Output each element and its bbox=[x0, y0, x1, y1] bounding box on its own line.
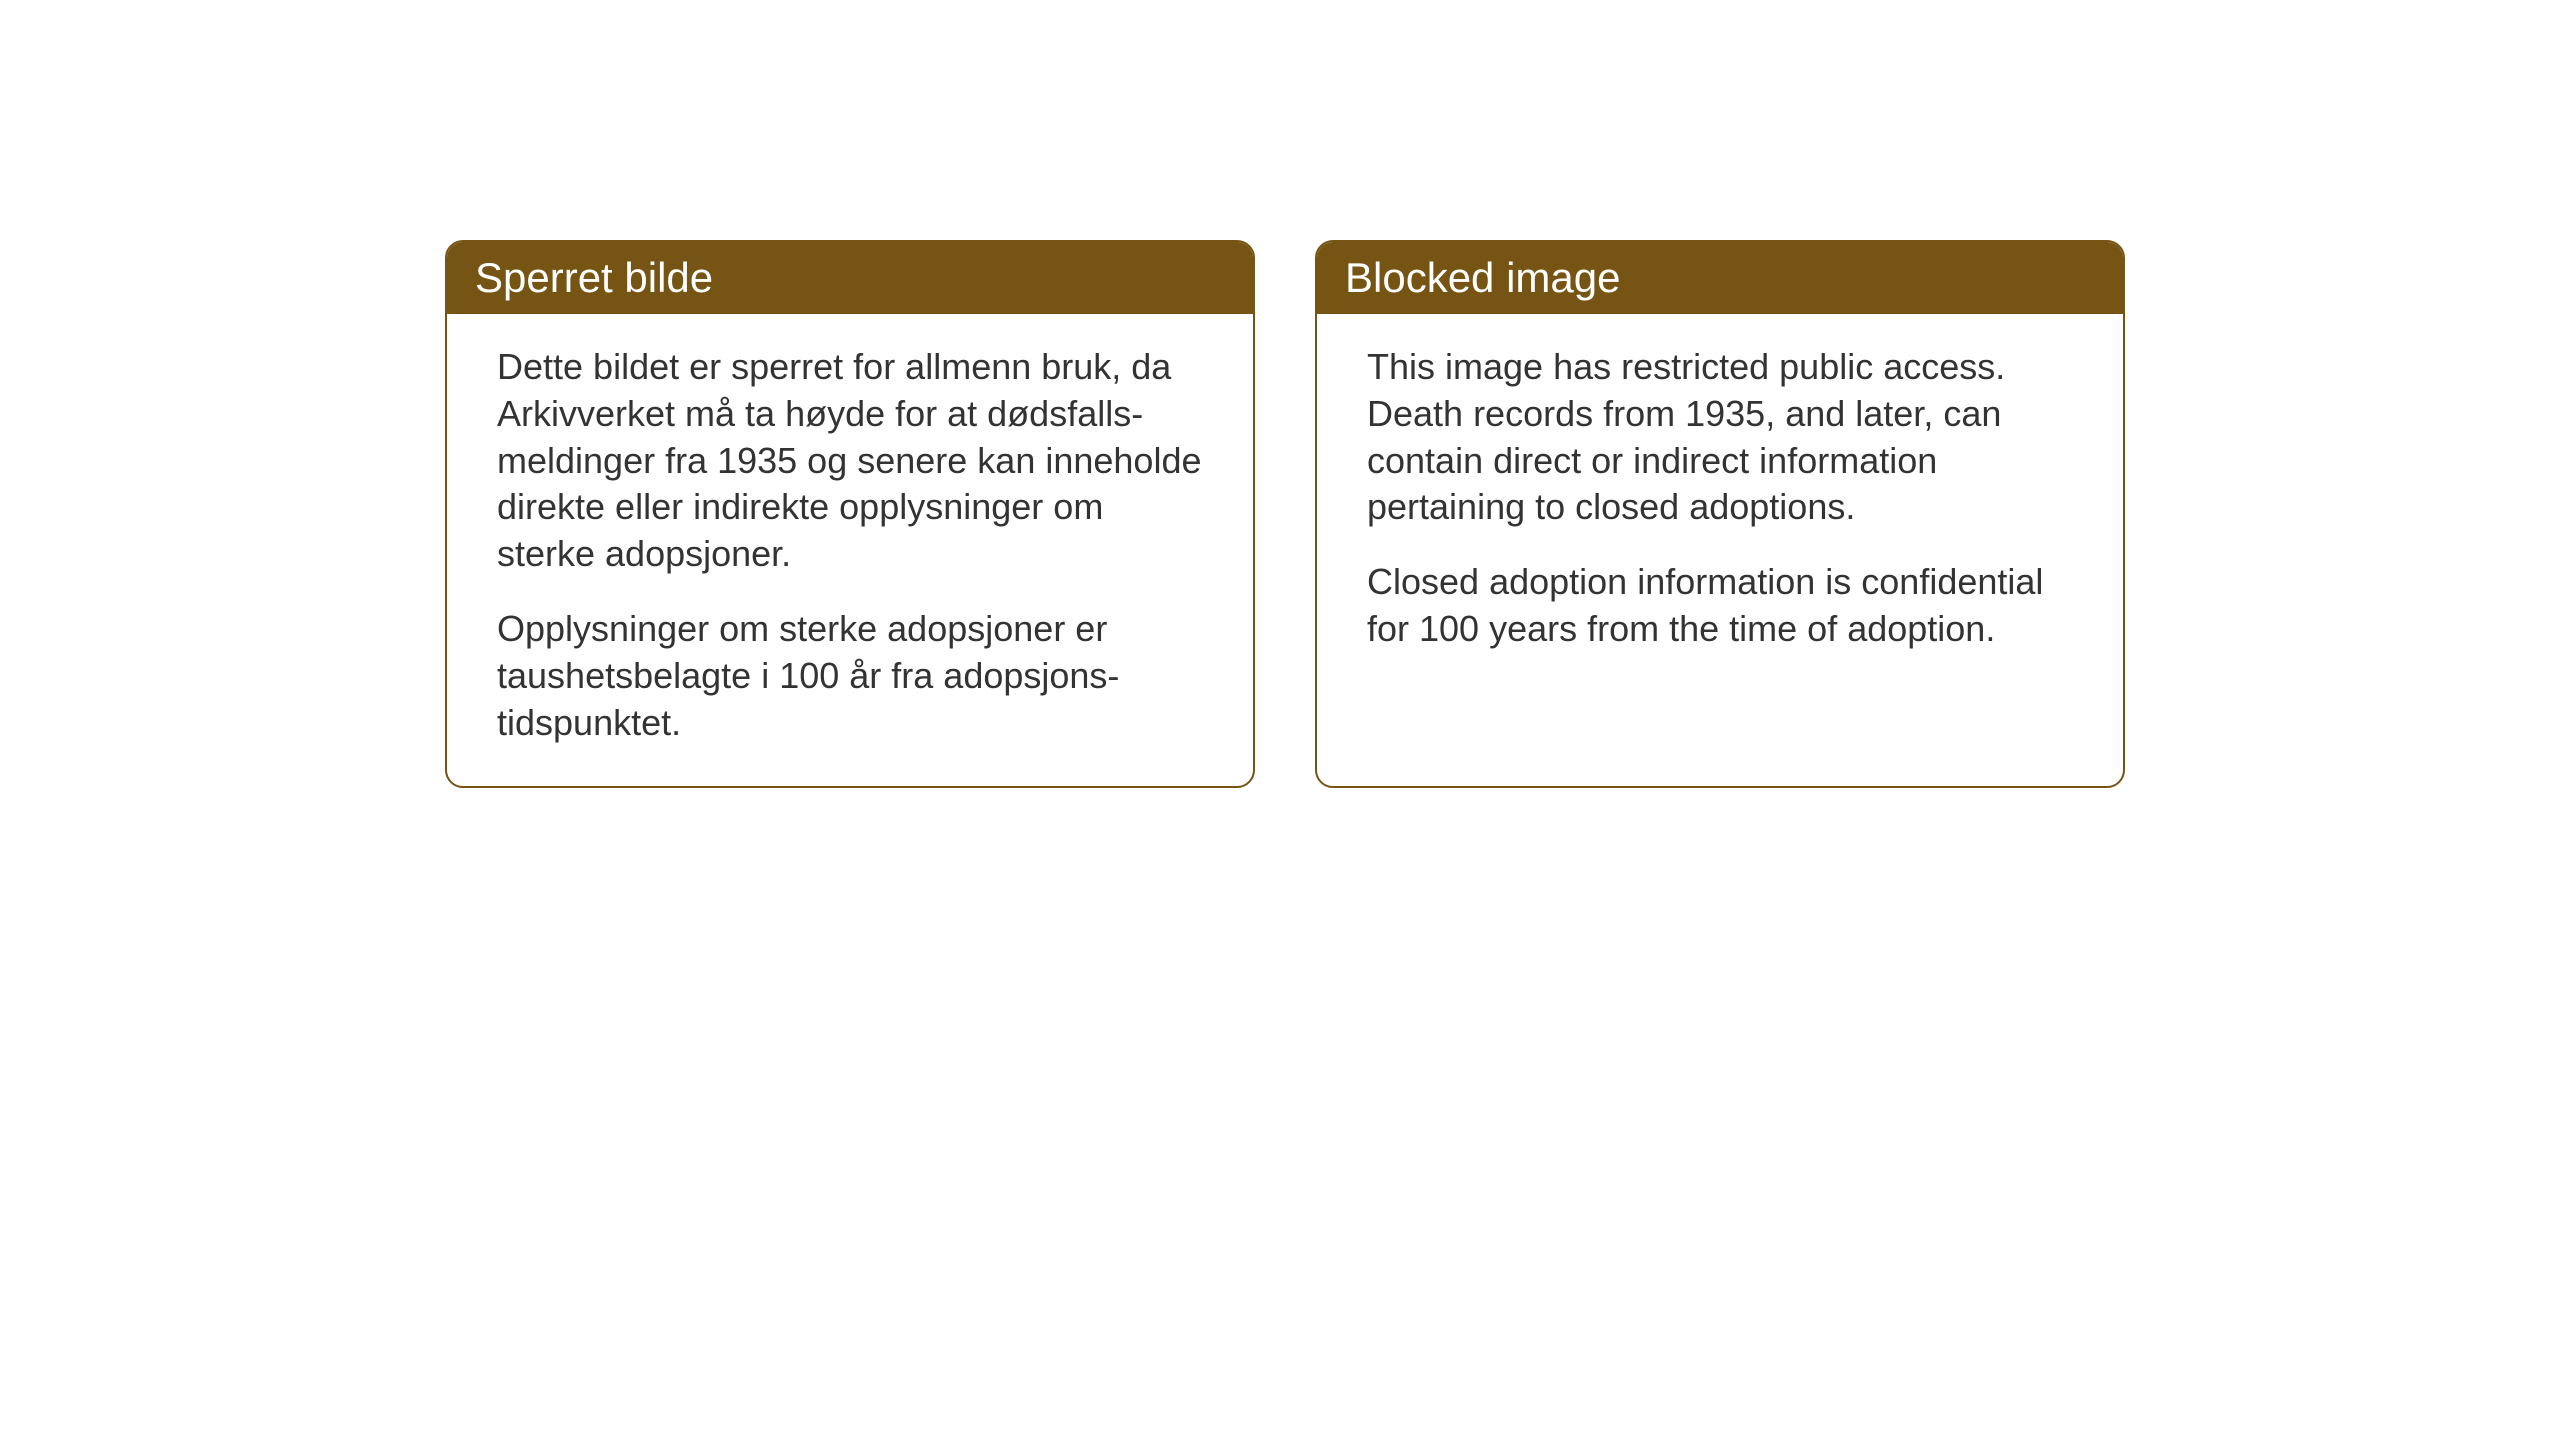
card-paragraph: Dette bildet er sperret for allmenn bruk… bbox=[497, 344, 1203, 578]
card-paragraph: Opplysninger om sterke adopsjoner er tau… bbox=[497, 606, 1203, 746]
notice-card-norwegian: Sperret bilde Dette bildet er sperret fo… bbox=[445, 240, 1255, 788]
card-title: Blocked image bbox=[1345, 254, 1620, 301]
card-header: Blocked image bbox=[1317, 242, 2123, 314]
card-paragraph: This image has restricted public access.… bbox=[1367, 344, 2073, 531]
card-header: Sperret bilde bbox=[447, 242, 1253, 314]
card-body: This image has restricted public access.… bbox=[1317, 314, 2123, 754]
notice-container: Sperret bilde Dette bildet er sperret fo… bbox=[445, 240, 2125, 788]
notice-card-english: Blocked image This image has restricted … bbox=[1315, 240, 2125, 788]
card-title: Sperret bilde bbox=[475, 254, 713, 301]
card-paragraph: Closed adoption information is confident… bbox=[1367, 559, 2073, 653]
card-body: Dette bildet er sperret for allmenn bruk… bbox=[447, 314, 1253, 786]
